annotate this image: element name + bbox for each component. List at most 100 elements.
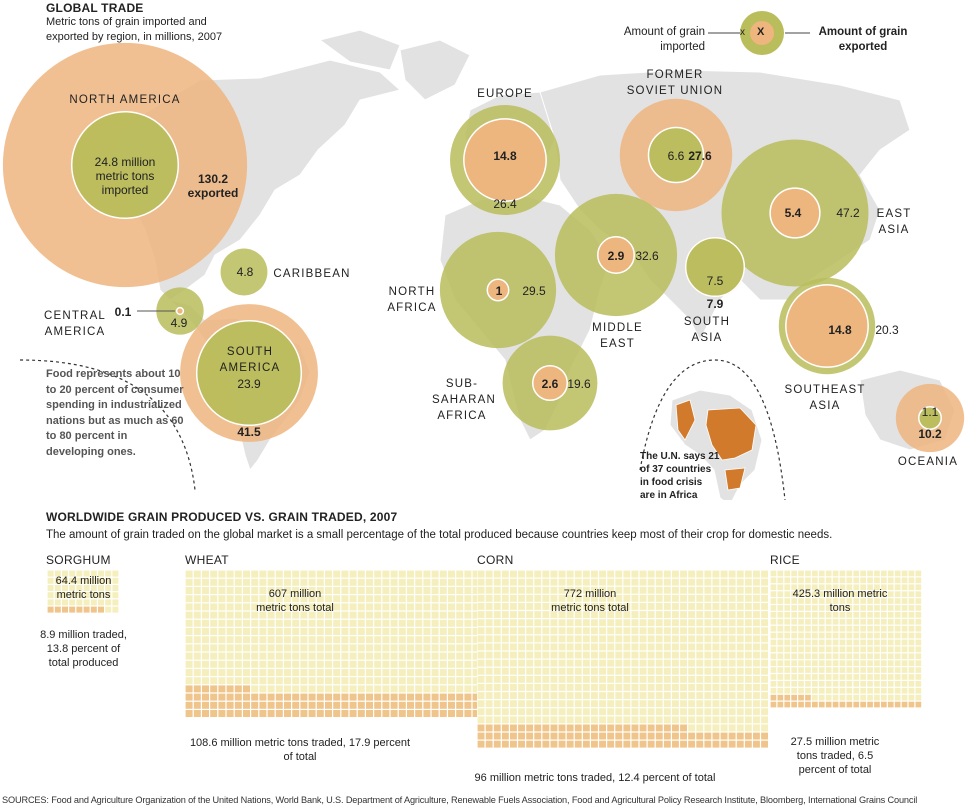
corn-produced-cell xyxy=(607,659,615,667)
corn-produced-cell xyxy=(761,724,768,732)
rice-produced-cell xyxy=(860,577,866,584)
rice-produced-cell xyxy=(874,598,880,604)
corn-produced-cell xyxy=(663,603,671,610)
wheat-produced-cell xyxy=(472,570,480,578)
wheat-traded-cell xyxy=(210,701,218,709)
corn-produced-cell xyxy=(647,651,655,659)
rice-produced-cell xyxy=(860,639,866,646)
corn-produced-cell xyxy=(720,692,728,699)
sorghum-produced-cell xyxy=(62,599,68,606)
corn-produced-cell xyxy=(607,643,615,651)
corn-produced-cell xyxy=(615,635,623,643)
rice-produced-cell xyxy=(881,612,887,618)
rice-produced-cell xyxy=(805,660,811,666)
wheat-produced-cell xyxy=(292,611,300,619)
corn-produced-cell xyxy=(501,700,509,708)
corn-produced-cell xyxy=(655,659,663,667)
wheat-produced-cell xyxy=(431,595,439,603)
wheat-produced-cell xyxy=(398,611,406,619)
wheat-produced-cell xyxy=(218,669,226,676)
corn-produced-cell xyxy=(655,651,663,659)
rice-produced-cell xyxy=(798,570,804,577)
corn-produced-cell xyxy=(550,643,558,651)
wheat-traded-cell xyxy=(415,710,423,717)
wheat-produced-cell xyxy=(267,652,275,660)
corn-produced-cell xyxy=(526,635,534,643)
corn-traded-cell xyxy=(761,740,768,748)
wheat-produced-cell xyxy=(308,578,316,586)
sorghum-produced-cell xyxy=(98,599,104,606)
corn-traded-cell xyxy=(550,732,558,740)
corn-produced-cell xyxy=(558,651,566,659)
wheat-produced-cell xyxy=(431,587,439,594)
wheat-produced-cell xyxy=(218,611,226,619)
rice-produced-cell xyxy=(839,681,846,687)
corn-produced-cell xyxy=(558,700,566,708)
corn-produced-cell xyxy=(501,716,509,724)
corn-produced-cell xyxy=(696,570,704,578)
corn-produced-cell xyxy=(623,651,631,659)
wheat-produced-cell xyxy=(275,669,283,676)
rice-traded-cell xyxy=(770,701,777,708)
wheat-traded-cell xyxy=(193,701,201,709)
corn-produced-cell xyxy=(501,692,509,699)
rice-produced-cell xyxy=(784,687,791,694)
corn-produced-cell xyxy=(493,594,501,602)
corn-traded-cell xyxy=(736,740,744,748)
wheat-produced-cell xyxy=(193,644,201,652)
corn-produced-cell xyxy=(647,684,655,691)
rice-produced-cell xyxy=(818,667,825,673)
wheat-produced-cell xyxy=(398,685,406,693)
wheat-produced-cell xyxy=(423,595,431,603)
corn-produced-cell xyxy=(477,603,485,610)
rice-produced-cell xyxy=(867,694,873,701)
wheat-produced-cell xyxy=(349,578,357,586)
wheat-produced-cell xyxy=(292,685,300,693)
rice-produced-cell xyxy=(887,646,894,653)
rice-produced-cell xyxy=(860,660,866,666)
rice-produced-cell xyxy=(784,605,791,611)
wheat-produced-cell xyxy=(300,570,308,578)
wheat-produced-cell xyxy=(202,669,209,676)
corn-produced-cell xyxy=(534,659,542,667)
corn-produced-cell xyxy=(728,643,736,651)
wheat-produced-cell xyxy=(407,677,414,685)
corn-produced-cell xyxy=(582,570,590,578)
rice-produced-cell xyxy=(777,674,784,680)
corn-produced-cell xyxy=(607,627,615,635)
wheat-traded-cell xyxy=(234,685,242,693)
corn-produced-cell xyxy=(688,651,696,659)
corn-produced-cell xyxy=(493,611,501,618)
corn-produced-cell xyxy=(680,716,687,724)
wheat-produced-cell xyxy=(234,660,242,668)
wheat-traded-cell xyxy=(210,710,218,717)
wheat-produced-cell xyxy=(472,611,480,619)
east-asia-imported-value: 47.2 xyxy=(836,206,860,220)
wheat-produced-cell xyxy=(407,595,414,603)
wheat-produced-cell xyxy=(341,603,349,611)
rice-produced-cell xyxy=(874,632,880,639)
rice-produced-cell xyxy=(894,667,901,673)
corn-traded-cell xyxy=(501,740,509,748)
wheat-produced-cell xyxy=(275,628,283,635)
wheat-produced-cell xyxy=(398,570,406,578)
wheat-produced-cell xyxy=(349,587,357,594)
wheat-produced-cell xyxy=(185,636,193,644)
corn-produced-cell xyxy=(688,594,696,602)
rice-produced-cell xyxy=(791,612,797,618)
corn-produced-cell xyxy=(639,708,647,716)
rice-produced-cell xyxy=(791,681,797,687)
corn-produced-cell xyxy=(631,594,639,602)
wheat-produced-cell xyxy=(333,660,341,668)
corn-produced-cell xyxy=(550,578,558,586)
wheat-produced-cell xyxy=(456,685,464,693)
central-america-imported-value: 4.9 xyxy=(170,316,188,330)
wheat-produced-cell xyxy=(218,652,226,660)
corn-produced-cell xyxy=(518,684,525,691)
wheat-produced-cell xyxy=(456,628,464,635)
north-america-region-label: NORTH AMERICA xyxy=(69,94,181,106)
wheat-traded-cell xyxy=(226,701,234,709)
wheat-produced-cell xyxy=(226,660,234,668)
corn-produced-cell xyxy=(510,700,517,708)
rice-produced-cell xyxy=(846,694,853,701)
